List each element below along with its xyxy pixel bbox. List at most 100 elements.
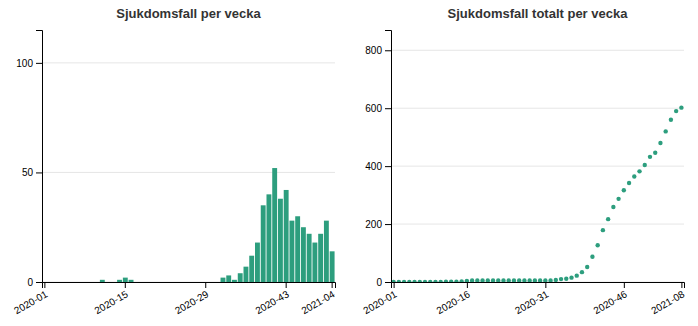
point <box>575 273 579 277</box>
point <box>412 280 416 282</box>
grid <box>391 50 684 282</box>
point <box>658 141 662 145</box>
x-tick-label: 2020-43 <box>253 288 291 316</box>
bar <box>117 280 122 282</box>
point <box>459 279 463 282</box>
x-tick: 2020-16 <box>435 282 473 316</box>
y-tick-label: 0 <box>376 277 382 288</box>
chart-title: Sjukdomsfall totalt per vecka <box>448 6 629 21</box>
bar <box>255 243 260 282</box>
bar <box>318 234 323 282</box>
y-axis: 0200400600800 <box>365 31 391 288</box>
point <box>548 278 552 282</box>
bar <box>221 278 226 282</box>
bar <box>186 282 191 283</box>
bar <box>83 282 88 283</box>
x-tick: 2020-31 <box>513 282 551 316</box>
x-tick: 2020-15 <box>93 282 131 316</box>
y-tick-mark <box>385 224 391 225</box>
bar <box>324 221 329 282</box>
x-tick: 2020-01 <box>12 282 50 316</box>
bar <box>192 282 197 283</box>
point <box>402 280 406 282</box>
x-tick-label: 2021-04 <box>299 288 337 316</box>
y-tick-mark <box>385 166 391 167</box>
y-tick-label: 0 <box>27 277 33 288</box>
bar <box>272 168 277 282</box>
x-tick-mark <box>44 282 45 288</box>
bar <box>238 273 243 282</box>
y-tick-mark <box>36 172 42 173</box>
x-tick-label: 2020-16 <box>435 288 473 316</box>
point <box>439 280 443 282</box>
x-tick: 2020-43 <box>253 282 291 316</box>
point <box>423 280 427 282</box>
y-tick-mark <box>385 50 391 51</box>
point <box>475 278 479 282</box>
x-tick-mark <box>125 282 126 288</box>
point <box>397 280 401 282</box>
bar <box>152 282 157 283</box>
point <box>543 278 547 282</box>
point <box>569 275 573 279</box>
bar <box>71 282 76 283</box>
y-tick: 200 <box>365 219 391 230</box>
bar <box>244 267 249 282</box>
point <box>470 278 474 282</box>
point <box>554 278 558 282</box>
bar <box>266 194 271 282</box>
bar <box>146 282 151 283</box>
bar <box>169 282 174 283</box>
x-tick: 2021-08 <box>649 282 687 316</box>
y-tick: 100 <box>16 58 42 69</box>
x-tick: 2020-29 <box>173 282 211 316</box>
bar <box>180 282 185 283</box>
bar <box>284 190 289 282</box>
bar <box>140 282 145 283</box>
y-tick: 0 <box>376 277 391 288</box>
bar <box>175 282 180 283</box>
point <box>585 265 589 269</box>
x-axis-line <box>43 283 336 289</box>
point <box>507 278 511 282</box>
point <box>517 278 521 282</box>
point <box>637 169 641 173</box>
bar <box>111 282 116 283</box>
bar <box>215 282 220 283</box>
x-tick-mark <box>467 282 468 288</box>
point <box>616 197 620 201</box>
bar <box>226 275 231 282</box>
grid <box>42 63 335 282</box>
y-tick-label: 800 <box>365 45 382 56</box>
point <box>632 174 636 178</box>
grid-line <box>42 62 335 63</box>
point <box>486 278 490 282</box>
y-tick-label: 100 <box>16 58 33 69</box>
y-tick-mark <box>36 63 42 64</box>
point <box>418 280 422 282</box>
point <box>669 118 673 122</box>
x-axis-line <box>392 283 685 289</box>
grid-line <box>42 172 335 173</box>
x-axis: 2020-012020-162020-312020-462021-08 <box>361 282 686 316</box>
point <box>538 278 542 282</box>
bar <box>100 280 105 282</box>
x-tick: 2021-04 <box>299 282 337 316</box>
bar <box>301 227 306 282</box>
x-tick: 2020-01 <box>361 282 399 316</box>
bar <box>77 282 82 283</box>
bar <box>48 282 53 283</box>
x-tick-label: 2020-15 <box>93 288 131 316</box>
bar <box>163 282 168 283</box>
y-tick-mark <box>385 282 391 283</box>
point <box>627 181 631 185</box>
x-tick-label: 2020-29 <box>173 288 211 316</box>
x-tick-mark <box>286 282 287 288</box>
bar <box>134 282 139 283</box>
bar <box>295 216 300 282</box>
point <box>595 243 599 247</box>
x-axis: 2020-01 2020-15 2020-29 2020-43 2021-04 <box>12 282 337 316</box>
point <box>643 163 647 167</box>
y-tick: 50 <box>22 167 42 178</box>
bar <box>129 280 134 282</box>
